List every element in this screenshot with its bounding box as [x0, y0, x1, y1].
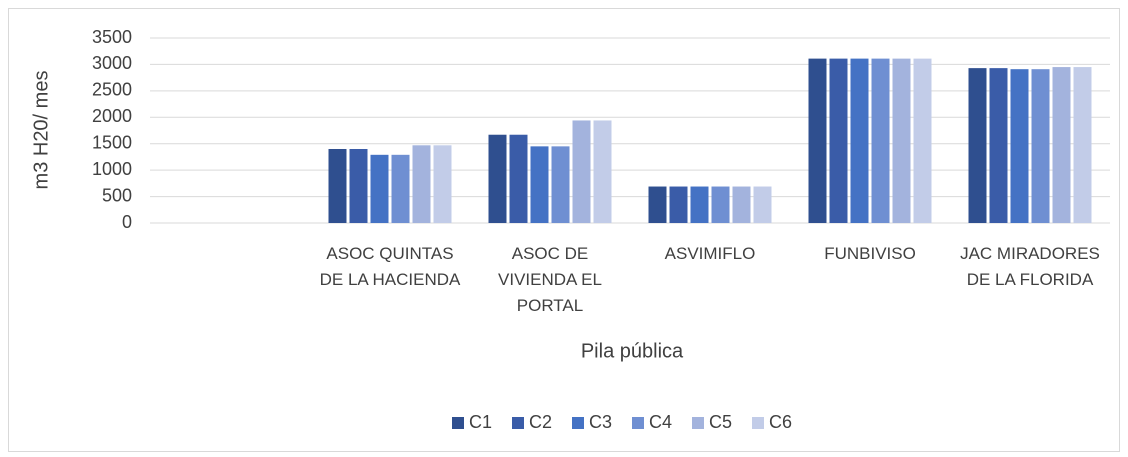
chart-border [8, 8, 1120, 452]
legend-label: C3 [589, 412, 612, 432]
legend-swatch [692, 417, 704, 429]
bar [412, 145, 431, 223]
bar [433, 145, 452, 223]
bar [328, 149, 347, 223]
bar [572, 120, 591, 223]
x-tick-label: JAC MIRADORES DE LA FLORIDA [960, 244, 1100, 289]
bar [648, 186, 667, 223]
legend-swatch [572, 417, 584, 429]
legend-swatch [512, 417, 524, 429]
bar [488, 134, 507, 223]
y-tick-label: 3000 [92, 53, 132, 73]
y-tick-label: 1000 [92, 159, 132, 179]
y-tick-label: 0 [122, 212, 132, 232]
legend-swatch [632, 417, 644, 429]
legend-label: C4 [649, 412, 672, 432]
x-tick-label: FUNBIVISO [824, 244, 916, 263]
bar [913, 58, 932, 223]
legend-swatch [452, 417, 464, 429]
y-tick-label: 1500 [92, 132, 132, 152]
bar [690, 186, 709, 223]
y-tick-label: 500 [102, 185, 132, 205]
bar [968, 68, 987, 223]
bar [808, 58, 827, 223]
bar [370, 154, 389, 223]
x-axis-title: Pila pública [581, 340, 684, 362]
x-tick-label: ASVIMIFLO [664, 244, 756, 263]
bar [871, 58, 890, 223]
bar [1010, 69, 1029, 223]
legend-label: C5 [709, 412, 732, 432]
y-axis-title: m3 H20/ mes [30, 71, 52, 190]
y-tick-label: 2500 [92, 80, 132, 100]
bar [1031, 69, 1050, 223]
bar [509, 134, 528, 223]
bar [530, 146, 549, 223]
legend-label: C2 [529, 412, 552, 432]
bar [1073, 67, 1092, 223]
bar [551, 146, 570, 223]
bar [829, 58, 848, 223]
bar [732, 186, 751, 223]
bar [753, 186, 772, 223]
bar [669, 186, 688, 223]
legend-swatch [752, 417, 764, 429]
x-tick-label: ASOC QUINTAS DE LA HACIENDA [319, 244, 461, 289]
bar [1052, 67, 1071, 223]
bar [892, 58, 911, 223]
bar [593, 120, 612, 223]
x-tick-label: ASOC DE VIVIENDA EL PORTAL [498, 244, 602, 315]
bar [989, 68, 1008, 223]
bar [711, 186, 730, 223]
y-tick-label: 2000 [92, 106, 132, 126]
bar [850, 58, 869, 223]
legend-label: C6 [769, 412, 792, 432]
bar [391, 154, 410, 223]
bar [349, 149, 368, 223]
y-tick-label: 3500 [92, 27, 132, 47]
legend-label: C1 [469, 412, 492, 432]
